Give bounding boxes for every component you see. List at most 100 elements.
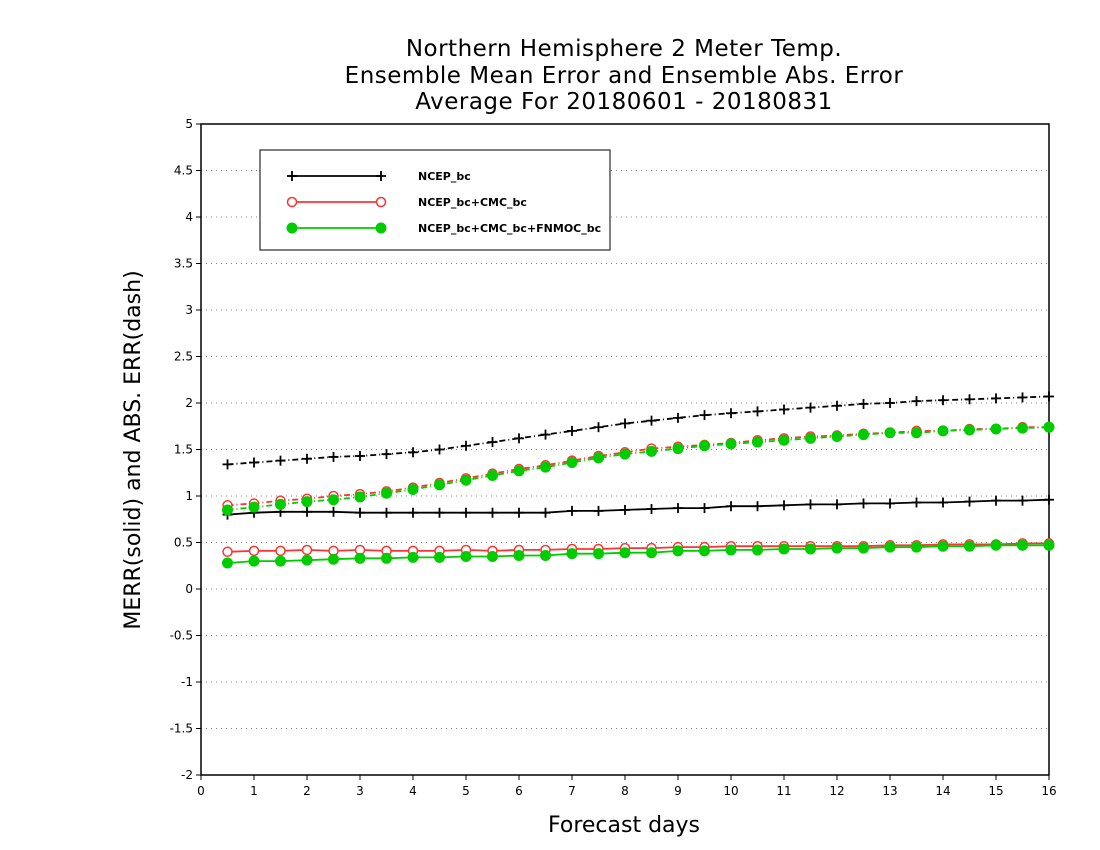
series-3-merr-point [1017, 539, 1028, 551]
series-3-merr-point [460, 550, 472, 562]
series-3-merr-point [434, 551, 445, 563]
series-1-abs-err-point [885, 398, 895, 408]
series-1-abs-err-point [408, 447, 418, 458]
series-1-merr-point [381, 507, 392, 518]
series-3-merr-point [646, 547, 657, 559]
series-2-merr-point [275, 545, 286, 557]
series-3-merr-point [937, 540, 949, 552]
chart-title-line-2: Ensemble Mean Error and Ensemble Abs. Er… [344, 63, 904, 89]
series-1-abs-err-point [1044, 391, 1054, 402]
series-1-merr-point [328, 506, 339, 517]
series-3-merr-point [699, 545, 710, 557]
legend-marker-end [375, 222, 387, 234]
y-tick-label: 5 [185, 117, 193, 131]
y-tick-label: 1.5 [174, 443, 193, 457]
series-1-abs-err-point [302, 453, 312, 464]
series-3-merr-point [248, 555, 260, 567]
series-1-merr-point [885, 498, 895, 509]
series-1-merr-point [540, 507, 551, 518]
y-tick-label: 2.5 [174, 350, 193, 364]
x-tick-label: 8 [621, 784, 629, 798]
x-tick-label: 9 [674, 784, 682, 798]
x-tick-label: 11 [776, 784, 791, 798]
series-1-abs-err-point [752, 406, 763, 417]
series-1-merr-line [227, 498, 1050, 516]
series-3-merr-point [752, 544, 763, 556]
series-3-merr-point [1043, 539, 1055, 551]
x-tick-label: 0 [197, 784, 205, 798]
series-1-abs-err-point [805, 402, 816, 413]
series-3-abs-err-point [725, 438, 737, 450]
series-3-merr-point [540, 550, 551, 562]
series-3-abs-err-line [227, 426, 1050, 511]
series-1-merr-point [1017, 495, 1028, 506]
series-3-merr-point [593, 548, 604, 560]
legend-label: NCEP_bc [418, 170, 471, 183]
series-1-abs-err-point [699, 410, 710, 421]
series-1-merr-point [805, 499, 816, 510]
y-tick-label: 0 [185, 582, 193, 596]
series-3-abs-err-point [222, 504, 233, 516]
series-1-abs-err-point [355, 451, 365, 462]
series-3-merr-point [964, 540, 975, 552]
series-3-merr-point [381, 552, 392, 564]
series-1-merr-point [567, 505, 577, 516]
series-3-merr-point [301, 554, 313, 566]
series-1-abs-err-point [434, 444, 445, 455]
x-tick-label: 12 [829, 784, 844, 798]
series-1-merr-point [832, 499, 842, 510]
y-tick-label: 3 [185, 303, 193, 317]
series-3-merr-point [566, 548, 578, 560]
legend: NCEP_bc NCEP_bc+CMC_bc NCEP_bc+CMC_bc+FNMO… [259, 149, 611, 251]
series-1-abs-err-point [620, 418, 630, 429]
series-1-merr-point [911, 497, 922, 508]
legend-item-1: NCEP_bc [287, 170, 471, 183]
series-3-abs-err-point [1017, 422, 1028, 434]
series-3-merr-point [725, 544, 737, 556]
series-1-merr-point [673, 503, 683, 514]
series-1-merr-point [487, 507, 498, 518]
series-3-merr-point [275, 555, 286, 567]
series-3-abs-err-point [540, 461, 551, 473]
legend-items: NCEP_bc NCEP_bc+CMC_bc NCEP_bc+CMC_bc+FNMO… [286, 170, 601, 235]
y-tick-label: -1.5 [170, 722, 193, 736]
y-tick-label: 3.5 [174, 257, 193, 271]
legend-marker-start [286, 222, 298, 234]
x-tick-label: 5 [462, 784, 470, 798]
series-3-merr-point [407, 551, 419, 563]
series-3-abs-err-point [301, 496, 313, 508]
series-1-merr-point [620, 504, 630, 515]
series-1-merr-point [461, 507, 471, 518]
series-3-merr-point [831, 542, 843, 554]
series-1-merr-point [726, 501, 736, 512]
series-1-merr-point [514, 507, 524, 518]
series-3-merr-point [911, 541, 922, 553]
series-3-abs-err-point [381, 487, 392, 499]
y-axis-label: MERR(solid) and ABS. ERR(dash) [121, 270, 146, 629]
series-2-merr-point [248, 545, 260, 557]
series-3-abs-err-point [354, 491, 366, 503]
chart-title-line-1: Northern Hemisphere 2 Meter Temp. [405, 36, 843, 62]
series-3-abs-err-point [275, 498, 286, 510]
x-tick-label: 14 [935, 784, 950, 798]
series-3-merr-point [619, 547, 631, 559]
series-1-abs-err-point [964, 394, 975, 405]
series-1-abs-err-point [381, 449, 392, 460]
series-1-merr-point [938, 497, 948, 508]
series-2-merr-point [222, 546, 233, 558]
series-1-merr-point [434, 507, 445, 518]
series-3-abs-err-point [964, 424, 975, 436]
series-3-abs-err-point [434, 479, 445, 491]
series-2-abs-err-line [227, 426, 1049, 507]
y-tick-label: 2 [185, 396, 193, 410]
x-tick-label: 13 [882, 784, 897, 798]
series-3-abs-err-point [778, 434, 790, 446]
series-3-merr-point [487, 550, 498, 562]
legend-marker-start [287, 171, 297, 181]
series-3-merr-point [328, 553, 339, 565]
series-1-abs-err-point [991, 393, 1001, 404]
x-tick-label: 6 [515, 784, 523, 798]
series-1-merr-point [302, 506, 312, 517]
series-1-merr-point [408, 507, 418, 518]
